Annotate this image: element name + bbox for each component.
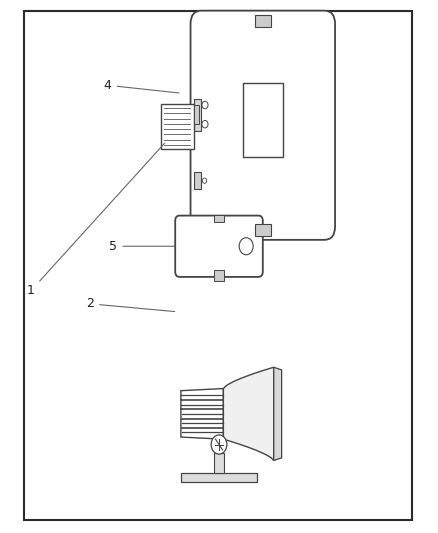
Text: 4: 4: [104, 79, 179, 93]
Bar: [214, 270, 224, 281]
Bar: [255, 15, 271, 27]
Text: 1: 1: [27, 143, 165, 297]
Text: 2: 2: [86, 297, 175, 312]
Bar: [214, 453, 224, 473]
Bar: [255, 224, 271, 236]
FancyBboxPatch shape: [191, 11, 335, 240]
Polygon shape: [181, 389, 223, 439]
Text: 5: 5: [110, 240, 175, 253]
Bar: [194, 105, 199, 124]
Bar: [214, 215, 224, 222]
Polygon shape: [274, 367, 282, 461]
Circle shape: [202, 178, 207, 183]
FancyBboxPatch shape: [175, 215, 263, 277]
Bar: [180, 473, 257, 482]
Bar: [24, 11, 412, 520]
Bar: [243, 83, 283, 157]
Circle shape: [202, 101, 208, 109]
Circle shape: [239, 238, 253, 255]
Bar: [194, 99, 201, 131]
Polygon shape: [223, 367, 274, 461]
Bar: [194, 172, 201, 189]
Bar: [161, 104, 194, 149]
Circle shape: [202, 120, 208, 128]
Circle shape: [211, 435, 227, 454]
